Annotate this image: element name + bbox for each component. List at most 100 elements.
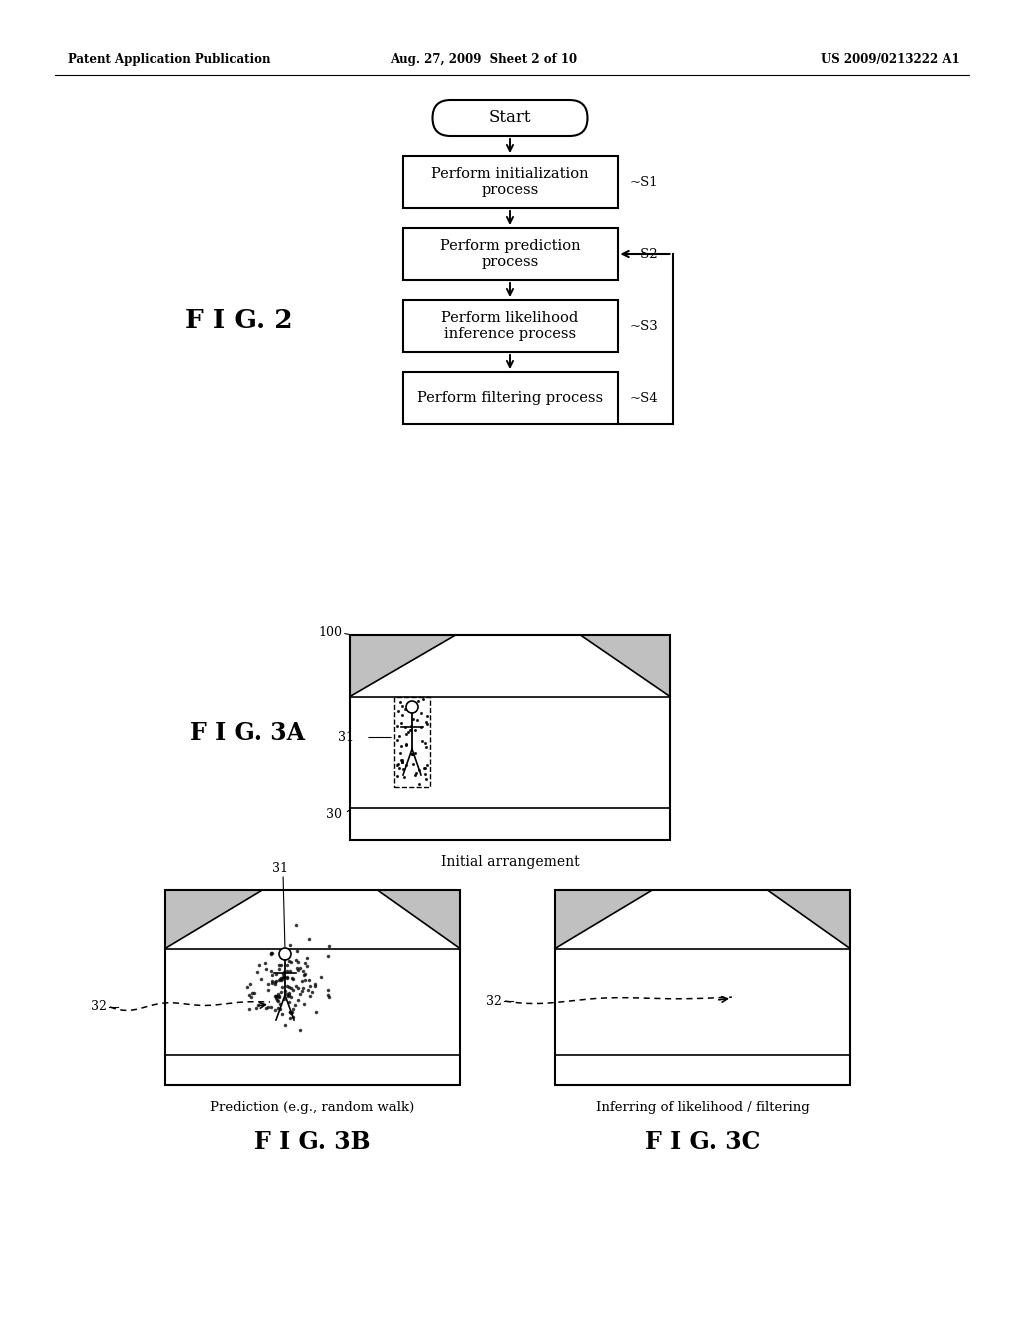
Point: [279, 975, 295, 997]
Point: [274, 966, 291, 987]
Point: [276, 981, 293, 1002]
Point: [276, 1014, 293, 1035]
Point: [419, 705, 435, 726]
Point: [288, 975, 304, 997]
Point: [282, 1002, 298, 1023]
Point: [268, 985, 285, 1006]
Point: [248, 998, 264, 1019]
Point: [270, 969, 287, 990]
Point: [268, 987, 285, 1008]
Point: [297, 953, 313, 974]
Point: [408, 763, 424, 784]
Point: [285, 1007, 301, 1028]
Point: [249, 962, 265, 983]
Point: [275, 944, 292, 965]
Bar: [402, 228, 617, 280]
Point: [287, 994, 303, 1015]
Point: [389, 766, 406, 787]
Point: [402, 715, 419, 737]
Point: [289, 957, 305, 978]
Text: Initial arrangement: Initial arrangement: [440, 855, 580, 869]
Text: ~S2: ~S2: [630, 248, 658, 260]
Point: [292, 983, 308, 1005]
Bar: [555, 890, 850, 1085]
Point: [275, 989, 292, 1010]
Point: [275, 966, 292, 987]
Point: [397, 717, 414, 738]
Point: [283, 952, 299, 973]
Point: [260, 979, 276, 1001]
Point: [308, 1002, 325, 1023]
Point: [390, 758, 407, 779]
Point: [251, 954, 267, 975]
Bar: [165, 890, 460, 1085]
Point: [270, 986, 287, 1007]
Text: Perform filtering process: Perform filtering process: [417, 391, 603, 405]
Point: [393, 751, 410, 772]
Point: [404, 754, 421, 775]
Polygon shape: [350, 635, 456, 697]
Point: [274, 964, 291, 985]
Point: [267, 973, 284, 994]
Point: [284, 968, 300, 989]
Text: 32: 32: [486, 995, 502, 1007]
Point: [407, 764, 423, 785]
Text: Perform prediction
process: Perform prediction process: [439, 239, 581, 269]
Circle shape: [279, 948, 291, 960]
Point: [279, 954, 295, 975]
Point: [268, 986, 285, 1007]
Point: [407, 719, 423, 741]
Point: [299, 956, 315, 977]
Point: [242, 985, 258, 1006]
Point: [295, 978, 311, 999]
Point: [298, 948, 314, 969]
Point: [293, 981, 309, 1002]
Point: [243, 986, 259, 1007]
Text: 100: 100: [318, 627, 342, 639]
Point: [262, 997, 279, 1018]
Point: [295, 965, 311, 986]
Point: [288, 915, 304, 936]
Point: [266, 972, 283, 993]
Bar: [555, 890, 850, 1085]
Text: Perform likelihood
inference process: Perform likelihood inference process: [441, 312, 579, 341]
Point: [392, 742, 409, 763]
Point: [401, 698, 418, 719]
Point: [293, 972, 309, 993]
Point: [404, 694, 421, 715]
Point: [393, 750, 410, 771]
Point: [297, 970, 313, 991]
Text: US 2009/0213222 A1: US 2009/0213222 A1: [821, 54, 961, 66]
Bar: [394, 697, 430, 787]
Point: [322, 936, 338, 957]
Point: [393, 735, 410, 756]
Point: [410, 690, 426, 711]
Text: F I G. 3B: F I G. 3B: [254, 1130, 371, 1154]
Point: [290, 952, 306, 973]
Point: [284, 1002, 300, 1023]
Text: Patent Application Publication: Patent Application Publication: [68, 54, 270, 66]
Point: [267, 999, 284, 1020]
Point: [273, 954, 290, 975]
Point: [279, 960, 295, 981]
Point: [259, 973, 275, 994]
Point: [242, 974, 258, 995]
Point: [239, 977, 255, 998]
Point: [416, 758, 432, 779]
Bar: [165, 890, 460, 1085]
Point: [388, 755, 404, 776]
Point: [401, 719, 418, 741]
Point: [282, 961, 298, 982]
Text: ~S4: ~S4: [630, 392, 658, 404]
Point: [275, 961, 292, 982]
Point: [413, 717, 429, 738]
Point: [283, 977, 299, 998]
Point: [292, 957, 308, 978]
Point: [389, 715, 406, 737]
Point: [392, 692, 409, 713]
Text: 30: 30: [326, 808, 342, 821]
Point: [258, 958, 274, 979]
Point: [417, 733, 433, 754]
Point: [397, 723, 414, 744]
Bar: [350, 635, 670, 840]
